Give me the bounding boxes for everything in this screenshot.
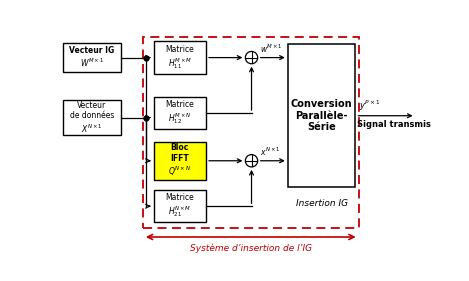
Text: Vecteur
de données
$X^{N\times 1}$: Vecteur de données $X^{N\times 1}$ <box>69 101 114 135</box>
Text: $y^{P\times 1}$: $y^{P\times 1}$ <box>359 98 380 113</box>
Text: Vecteur IG
$W^{M\times 1}$: Vecteur IG $W^{M\times 1}$ <box>69 46 114 69</box>
Text: Matrice
$H_{21}^{N\times M}$: Matrice $H_{21}^{N\times M}$ <box>166 193 194 219</box>
Text: Matrice
$H_{12}^{M\times N}$: Matrice $H_{12}^{M\times N}$ <box>166 100 194 126</box>
Text: Signal transmis: Signal transmis <box>357 121 431 130</box>
Text: Matrice
$H_{11}^{M\times M}$: Matrice $H_{11}^{M\times M}$ <box>166 45 194 71</box>
Bar <box>154 190 206 222</box>
Text: Bloc
IFFT
$Q^{N\times N}$: Bloc IFFT $Q^{N\times N}$ <box>168 143 191 178</box>
Text: Insertion IG: Insertion IG <box>295 200 348 209</box>
Circle shape <box>245 51 257 64</box>
Bar <box>63 100 121 135</box>
Bar <box>154 41 206 74</box>
Bar <box>287 44 356 187</box>
Text: $w^{M\times 1}$: $w^{M\times 1}$ <box>260 43 283 55</box>
Text: Système d’insertion de l’IG: Système d’insertion de l’IG <box>189 244 312 253</box>
Bar <box>143 37 359 228</box>
Bar <box>154 142 206 180</box>
Text: Conversion
Parallèle-
Série: Conversion Parallèle- Série <box>291 99 352 132</box>
Circle shape <box>245 155 257 167</box>
Bar <box>154 97 206 129</box>
Text: $x^{N\times 1}$: $x^{N\times 1}$ <box>260 146 280 158</box>
Bar <box>63 43 121 72</box>
